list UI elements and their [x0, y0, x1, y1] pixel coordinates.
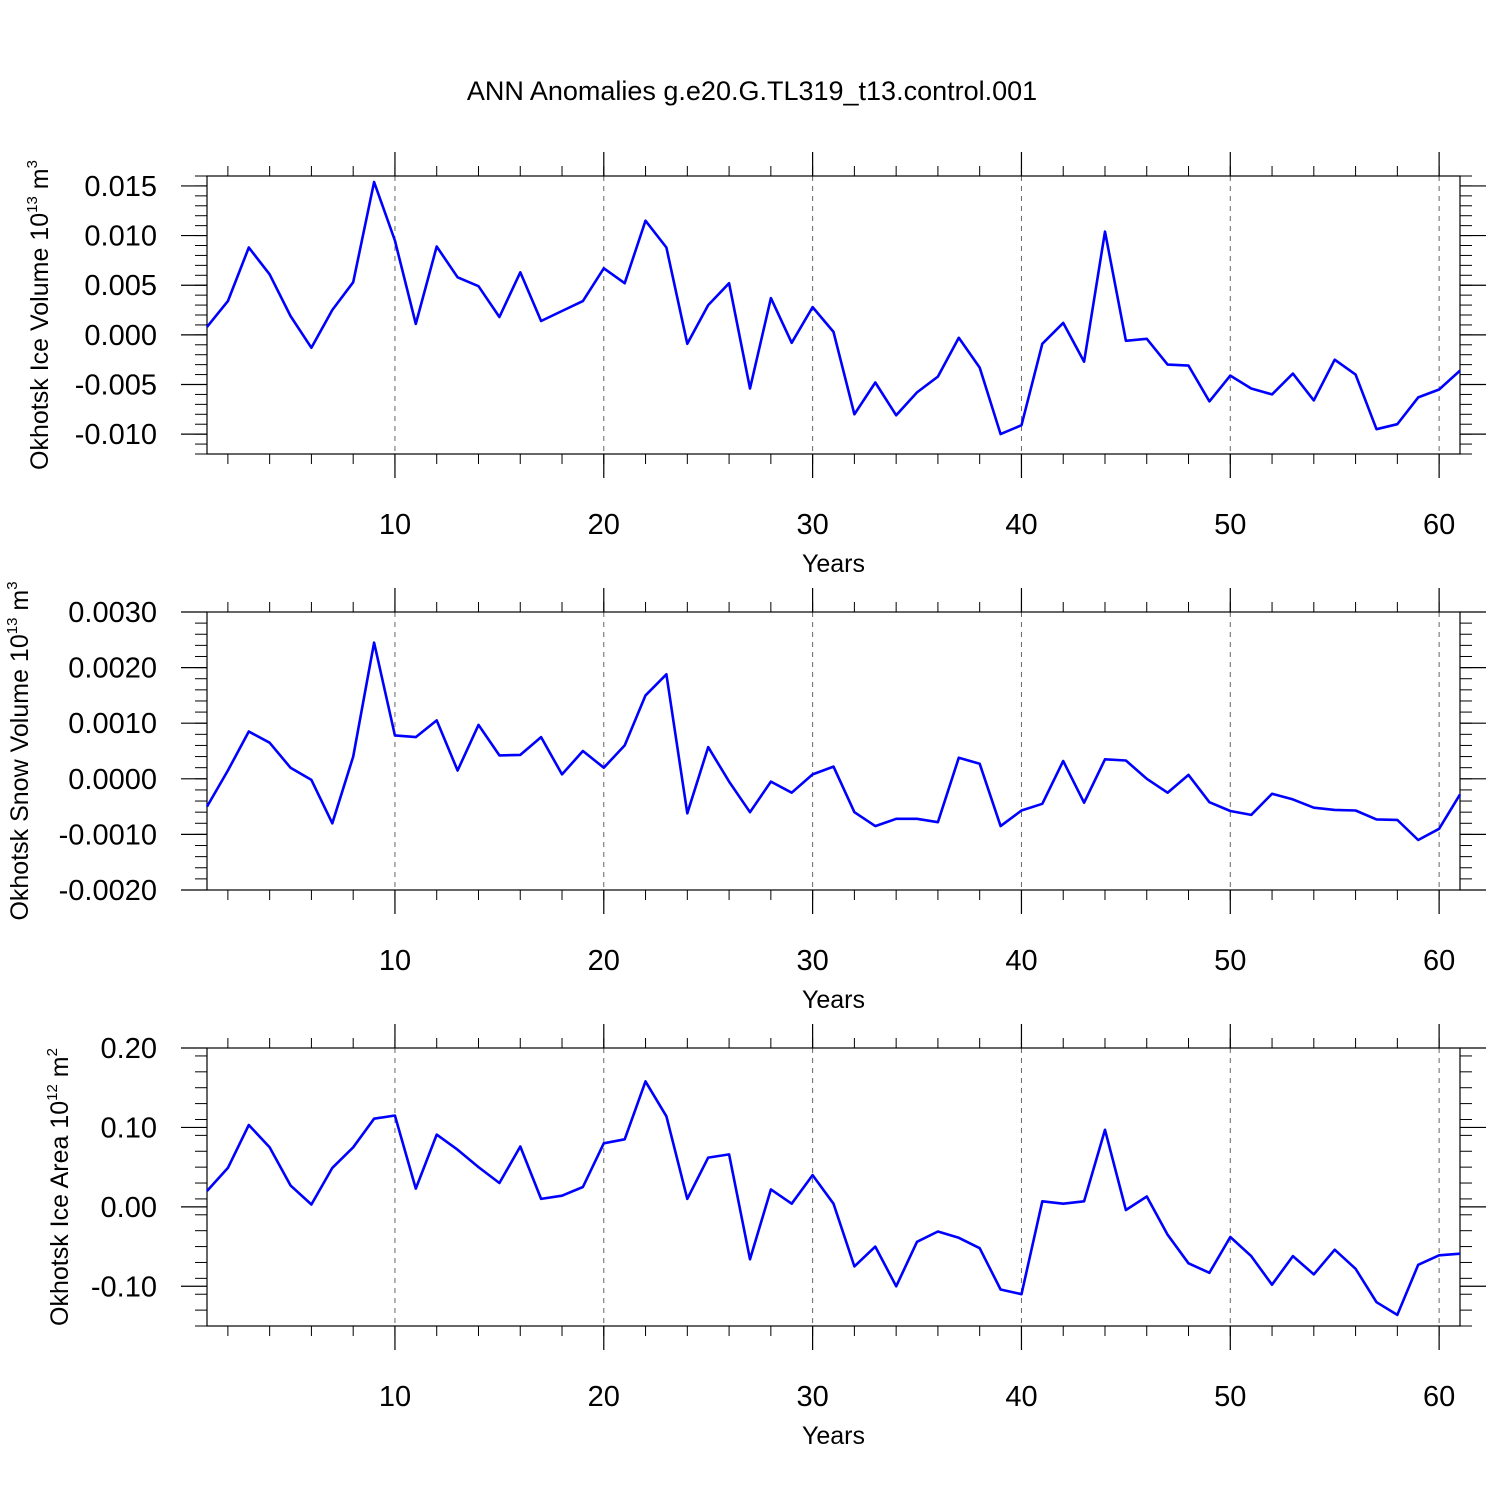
y-axis-label-text: Okhotsk Ice Volume 10: [26, 213, 54, 470]
series-line: [206, 1080, 1461, 1317]
y-tick-label: -0.005: [75, 370, 157, 402]
y-tick-label: 0.00: [101, 1192, 157, 1224]
y-axis-label-unit: m: [26, 168, 54, 196]
x-tick-label: 10: [379, 1381, 411, 1413]
plot-frame: [206, 611, 1461, 891]
chart-panel-1: 10 20 30 40 50 60 0.015 0.010 0.005 0.000 -0.005 -0…: [24, 152, 1486, 578]
y-tick-label: -0.0010: [59, 819, 157, 851]
y-axis-label-exponent: 13: [24, 196, 41, 213]
x-tick-label: 50: [1214, 509, 1246, 541]
x-tick-label: 30: [796, 945, 828, 977]
x-tick-label: 20: [588, 509, 620, 541]
y-tick-label: 0.20: [101, 1033, 157, 1065]
y-axis-label-unit: m: [6, 590, 34, 618]
chart-panel-2: 10 20 30 40 50 60 0.0030 0.0020 0.0010 0.0000 -0.0…: [4, 581, 1486, 1014]
x-axis-label: Years: [802, 986, 865, 1014]
x-tick-label: 30: [796, 509, 828, 541]
series-line: [205, 641, 1462, 842]
x-axis-label: Years: [802, 1422, 865, 1450]
y-tick-label: 0.0020: [68, 653, 157, 685]
x-tick-label: 60: [1423, 945, 1455, 977]
plot-frame: [206, 1047, 1461, 1327]
y-axis-label: Okhotsk Ice Area 1012 m2: [44, 1048, 74, 1326]
y-axis-label-text: Okhotsk Ice Area 10: [46, 1101, 74, 1326]
x-tick-label: 50: [1214, 945, 1246, 977]
figure-title: ANN Anomalies g.e20.G.TL319_t13.control.…: [467, 76, 1037, 106]
x-tick-label: 20: [588, 945, 620, 977]
y-axis-label: Okhotsk Snow Volume 1013 m3: [4, 581, 34, 920]
y-tick-label: 0.0010: [68, 708, 157, 740]
y-tick-label: 0.0000: [68, 764, 157, 796]
panels: 10 20 30 40 50 60 0.015 0.010 0.005 0.000 -0.005 -0…: [4, 152, 1486, 1450]
x-tick-label: 10: [379, 509, 411, 541]
x-axis-label: Years: [802, 550, 865, 578]
x-tick-label: 60: [1423, 509, 1455, 541]
y-tick-label: 0.010: [84, 221, 157, 253]
y-axis-label-unit-exponent: 2: [44, 1048, 61, 1056]
y-tick-label: -0.0020: [59, 875, 157, 907]
y-tick-label: 0.000: [84, 320, 157, 352]
y-tick-label: 0.015: [84, 171, 157, 203]
chart-panel-3: 10 20 30 40 50 60 0.20 0.10 0.00 -0.10 Years Okhots…: [44, 1024, 1486, 1450]
y-axis-label-exponent: 12: [44, 1084, 61, 1101]
y-axis-label-text: Okhotsk Snow Volume 10: [6, 634, 34, 920]
y-axis-label-unit-exponent: 3: [4, 581, 21, 589]
y-axis-label: Okhotsk Ice Volume 1013 m3: [24, 160, 54, 470]
x-tick-label: 60: [1423, 1381, 1455, 1413]
y-tick-label: 0.005: [84, 270, 157, 302]
y-tick-label: 0.10: [101, 1112, 157, 1144]
y-tick-label: -0.10: [91, 1271, 157, 1303]
x-tick-label: 20: [588, 1381, 620, 1413]
x-tick-label: 10: [379, 945, 411, 977]
series-line: [205, 180, 1461, 436]
y-tick-label: -0.010: [75, 419, 157, 451]
y-tick-label: 0.0030: [68, 597, 157, 629]
x-tick-label: 40: [1005, 945, 1037, 977]
y-axis-label-unit: m: [46, 1056, 74, 1084]
x-tick-label: 50: [1214, 1381, 1246, 1413]
x-tick-label: 40: [1005, 1381, 1037, 1413]
x-tick-label: 40: [1005, 509, 1037, 541]
y-axis-label-exponent: 13: [4, 618, 21, 635]
y-axis-label-unit-exponent: 3: [24, 160, 41, 168]
x-tick-label: 30: [796, 1381, 828, 1413]
